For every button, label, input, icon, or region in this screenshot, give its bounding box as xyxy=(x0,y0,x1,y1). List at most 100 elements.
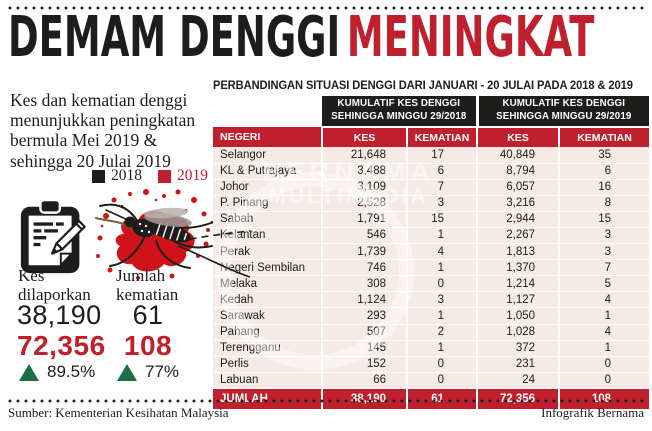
negeri-cell: Selangor xyxy=(213,147,323,164)
negeri-cell: Labuan xyxy=(213,372,323,389)
value-cell: 1 xyxy=(559,307,650,325)
mosquito-leg-lines xyxy=(177,230,251,278)
value-cell: 1 xyxy=(559,340,650,357)
clipboard-icon xyxy=(20,198,86,274)
deaths-change-value: 77% xyxy=(145,362,180,381)
group-header-2019: KUMULATIF KES DENGGI SEHINGGA MINGGU 29/… xyxy=(475,96,650,129)
value-cell: 0 xyxy=(559,356,650,373)
group-header-2019-line1: KUMULATIF KES DENGGI xyxy=(502,98,626,109)
negeri-cell: Pahang xyxy=(213,324,323,341)
deaths-2019-value: 108 xyxy=(123,330,173,361)
deaths-change: 77% xyxy=(117,362,179,382)
table-row: Pahang 507 2 1,028 4 xyxy=(213,324,650,341)
cases-change-value: 89.5% xyxy=(47,362,96,381)
value-cell: 746 xyxy=(322,259,408,277)
value-cell: 2,944 xyxy=(477,211,561,228)
col-header-kes-2019: KES xyxy=(476,127,560,148)
value-cell: 308 xyxy=(322,275,408,293)
mosquito-icon xyxy=(95,189,215,280)
source-credit: Sumber: Kementerian Kesihatan Malaysia xyxy=(8,405,229,420)
value-cell: 4 xyxy=(559,291,650,309)
negeri-cell: Melaka xyxy=(213,275,323,293)
value-cell: 7 xyxy=(407,179,479,196)
table-body: Selangor 21,648 17 40,849 35 KL & Putrajaya 3,… xyxy=(213,147,650,389)
value-cell: 24 xyxy=(477,372,561,389)
legend-item-2018: 2018 xyxy=(92,167,142,185)
value-cell: 1,813 xyxy=(477,243,561,261)
group-header-2019-line2: SEHINGGA MINGGU 29/2019 xyxy=(496,110,632,122)
table-row: Kelantan 546 1 2,267 3 xyxy=(213,227,650,245)
table-row: Kedah 1,124 3 1,127 4 xyxy=(213,291,650,309)
negeri-cell: Negeri Sembilan xyxy=(213,259,323,277)
value-cell: 2 xyxy=(407,324,479,341)
value-cell: 3,216 xyxy=(477,195,561,212)
value-cell: 17 xyxy=(407,147,479,164)
value-cell: 4 xyxy=(559,324,650,341)
col-header-kematian-2018: KEMATIAN xyxy=(405,127,478,148)
value-cell: 1,739 xyxy=(322,243,408,261)
up-triangle-icon xyxy=(117,363,137,381)
dengue-comparison-table: KUMULATIF KES DENGGI SEHINGGA MINGGU 29/… xyxy=(213,96,650,409)
value-cell: 3 xyxy=(559,227,650,245)
total-kes-2018: 38,190 xyxy=(322,387,408,409)
value-cell: 293 xyxy=(322,307,408,325)
value-cell: 16 xyxy=(559,179,650,196)
value-cell: 6 xyxy=(559,163,650,180)
value-cell: 152 xyxy=(322,356,408,373)
table-row: Sarawak 293 1 1,050 1 xyxy=(213,307,650,325)
negeri-cell: Johor xyxy=(213,179,323,196)
value-cell: 0 xyxy=(407,372,479,389)
table-row: Johor 3,109 7 6,057 16 xyxy=(213,179,650,196)
cases-2019-value: 72,356 xyxy=(17,330,106,361)
value-cell: 2,528 xyxy=(322,195,408,212)
legend-label-2018: 2018 xyxy=(111,167,142,184)
value-cell: 1 xyxy=(407,307,479,325)
value-cell: 15 xyxy=(559,211,650,228)
negeri-cell: Kedah xyxy=(213,291,323,309)
value-cell: 2,267 xyxy=(477,227,561,245)
total-label: JUMLAH xyxy=(213,387,323,409)
value-cell: 7 xyxy=(559,259,650,277)
value-cell: 6 xyxy=(407,163,479,180)
comparison-table-section: PERBANDINGAN SITUASI DENGGI DARI JANUARI… xyxy=(213,80,650,409)
negeri-cell: Perlis xyxy=(213,356,323,373)
group-header-spacer xyxy=(213,96,322,127)
value-cell: 231 xyxy=(477,356,561,373)
legend-item-2019: 2019 xyxy=(158,167,208,185)
group-header-2018: KUMULATIF KES DENGGI SEHINGGA MINGGU 29/… xyxy=(322,96,478,129)
col-header-negeri: NEGERI xyxy=(213,127,322,148)
negeri-cell: KL & Putrajaya xyxy=(213,163,323,180)
table-row: Perlis 152 0 231 0 xyxy=(213,356,650,373)
value-cell: 66 xyxy=(322,372,408,389)
value-cell: 40,849 xyxy=(477,147,561,164)
cases-label: Kes dilaporkan xyxy=(18,266,91,305)
table-title: PERBANDINGAN SITUASI DENGGI DARI JANUARI… xyxy=(213,80,633,92)
value-cell: 8,794 xyxy=(477,163,561,180)
cases-2018-value: 38,190 xyxy=(17,300,102,330)
value-cell: 1 xyxy=(407,227,479,245)
total-kes-2019: 72,356 xyxy=(477,387,561,409)
col-header-kematian-2019: KEMATIAN xyxy=(558,127,650,148)
value-cell: 1,050 xyxy=(477,307,561,325)
table-row: Terengganu 145 1 372 1 xyxy=(213,340,650,357)
value-cell: 21,648 xyxy=(322,147,408,164)
value-cell: 1,028 xyxy=(477,324,561,341)
table-row: Perak 1,739 4 1,813 3 xyxy=(213,243,650,261)
value-cell: 1,214 xyxy=(477,275,561,293)
column-header-row: NEGERI KES KEMATIAN KES KEMATIAN xyxy=(213,127,650,148)
value-cell: 1,124 xyxy=(322,291,408,309)
negeri-cell: Terengganu xyxy=(213,340,323,357)
group-header-row: KUMULATIF KES DENGGI SEHINGGA MINGGU 29/… xyxy=(213,96,650,129)
col-header-kes-2018: KES xyxy=(321,127,407,148)
value-cell: 6,057 xyxy=(477,179,561,196)
table-row: P. Pinang 2,528 3 3,216 8 xyxy=(213,195,650,212)
value-cell: 1,370 xyxy=(477,259,561,277)
value-cell: 15 xyxy=(407,211,479,228)
cases-change: 89.5% xyxy=(19,362,95,382)
table-row: KL & Putrajaya 3,488 6 8,794 6 xyxy=(213,163,650,180)
deaths-2018-value: 61 xyxy=(132,300,164,330)
deaths-label: Jumlah kematian xyxy=(116,266,179,305)
group-header-2018-line2: SEHINGGA MINGGU 29/2018 xyxy=(331,110,467,122)
value-cell: 8 xyxy=(559,195,650,212)
